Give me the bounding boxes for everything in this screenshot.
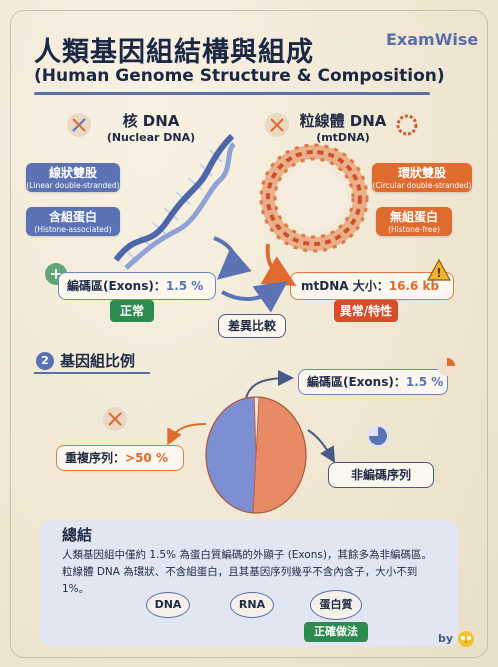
pie-outline [205,396,307,514]
page-title: 人類基因組結構與組成 [34,37,314,68]
flow-node-rna: RNA [230,592,274,618]
nuclear-title: 核 DNA [122,112,180,130]
flow-node-dna: DNA [146,592,190,618]
owl-logo-icon [456,628,476,648]
compare-label: 差異比較 [218,314,286,338]
section-underline [34,372,150,374]
circular-double-tag: 環狀雙股 (Circular double-stranded) [372,163,472,192]
exon-value: 1.5 % [165,279,204,293]
mtdna-size-box: mtDNA 大小：16.6 kb [290,272,454,300]
nuclear-arrow [213,236,252,280]
genome-pie-chart [205,396,307,514]
pie-chart-icon [436,355,458,377]
histone-tag: 含組蛋白 (Histone-associated) [26,207,120,236]
tag-main: 無組蛋白 [389,210,438,224]
dna-icon [264,112,290,138]
tag-main: 線狀雙股 [48,166,97,180]
linear-double-tag: 線狀雙股 (Linear double-stranded) [26,163,120,192]
title-underline [34,92,430,95]
tag-sub: (Histone-associated) [34,225,112,234]
section-title: 基因組比例 [60,352,136,370]
exon-pointer-arrow [245,370,294,399]
flow-node-protein: 蛋白質 [310,590,362,620]
mito-subtitle: (mtDNA) [316,131,370,144]
nuclear-header: 核 DNA (Nuclear DNA) [96,110,206,144]
circular-mtdna-illustration [258,142,370,254]
warning-icon: ! [426,258,452,282]
repeat-pointer-arrow [167,423,207,446]
pie-slice-noncoding [205,396,257,514]
section-number: 2 [36,352,54,370]
pie-exon-value: 1.5 % [405,375,444,389]
summary-panel [40,520,458,646]
exon-label: 編碼區(Exons)： [67,279,166,293]
summary-title: 總結 [62,526,93,544]
mito-title: 粒線體 DNA [299,112,387,130]
histone-free-tag: 無組蛋白 (Histone-free) [376,207,452,236]
correct-badge: 正確做法 [304,622,368,642]
tag-main: 含組蛋白 [48,210,97,224]
nuclear-subtitle: (Nuclear DNA) [106,131,196,144]
pie-chart-icon [366,424,390,448]
tag-sub: (Histone-free) [388,225,440,234]
pie-slice-repeat [252,396,307,514]
repeat-value: >50 % [125,451,168,465]
noncoding-pointer-arrow [307,429,336,464]
pie-exon-label: 編碼區(Exons)： [307,375,406,389]
summary-text: 人類基因組中僅約 1.5% 為蛋白質編碼的外顯子 (Exons)，其餘多為非編碼… [62,549,432,595]
tag-main: 環狀雙股 [397,166,446,180]
repeat-label: 重複序列： [65,451,126,465]
dna-icon [66,112,92,138]
tag-sub: (Circular double-stranded) [372,181,472,190]
mito-arrow [260,243,297,286]
nuclear-exon-box: 編碼區(Exons)：1.5 % [58,272,216,300]
compare-arrow [221,281,288,313]
tag-sub: (Linear double-stranded) [26,181,120,190]
repeat-box: 重複序列：>50 % [56,445,184,471]
dna-icon [102,406,128,432]
size-label: mtDNA 大小： [301,279,389,293]
double-helix-illustration [108,130,238,270]
page-frame [10,10,488,658]
mito-header: 粒線體 DNA (mtDNA) [288,110,398,144]
svg-text:!: ! [436,266,441,280]
pie-exon-box: 編碼區(Exons)：1.5 % [298,369,448,395]
circular-dna-icon [394,112,420,138]
noncoding-box: 非編碼序列 [328,462,434,488]
noncoding-label: 非編碼序列 [350,468,411,482]
page-subtitle: (Human Genome Structure & Composition) [34,66,445,86]
brand-logo: ExamWise [386,30,479,49]
normal-badge: 正常 [110,300,154,322]
size-value: 16.6 kb [388,279,440,293]
credit-text: by [438,632,454,645]
abnormal-badge: 異常/特性 [334,300,398,322]
